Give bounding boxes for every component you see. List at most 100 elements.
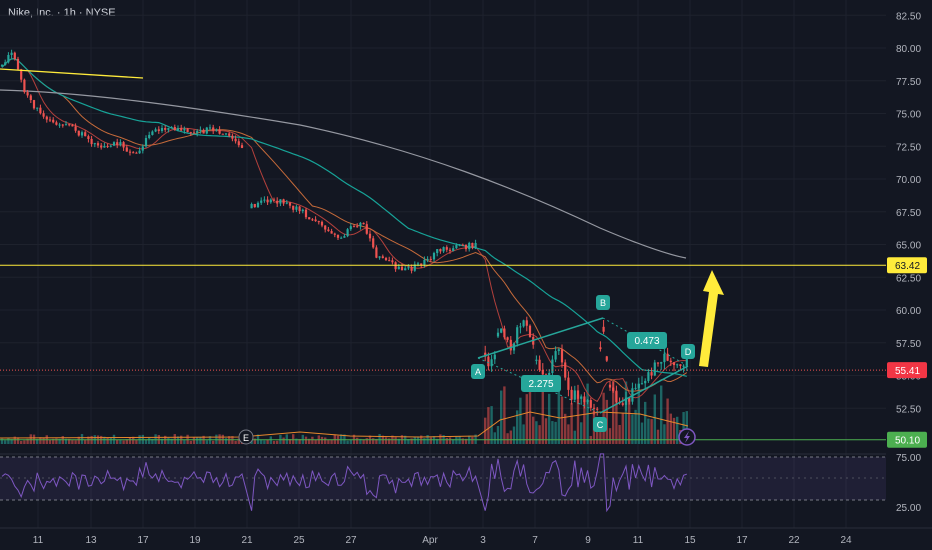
candle-body	[10, 52, 13, 55]
candle-body	[64, 124, 68, 126]
candle-body	[0, 65, 4, 67]
candle-body	[592, 407, 596, 409]
ma-longest	[0, 89, 687, 259]
volume-bar	[445, 438, 448, 444]
candle-body	[26, 92, 29, 96]
candle-body	[55, 122, 58, 125]
candle-body	[672, 362, 676, 366]
volume-bar	[362, 439, 365, 444]
volume-bar	[548, 393, 551, 444]
volume-bar	[199, 437, 202, 444]
candle-body	[541, 369, 544, 375]
volume-bar	[528, 383, 532, 444]
candle-body	[71, 125, 74, 127]
volume-bar	[631, 414, 634, 444]
volume-bar	[596, 428, 599, 444]
volume-bar	[196, 437, 199, 444]
volume-bar	[39, 437, 42, 444]
level-price-tag: 63.42	[895, 261, 920, 272]
volume-bar	[282, 437, 285, 444]
candle-body	[295, 206, 298, 210]
candle-body	[391, 260, 394, 263]
volume-bar	[4, 440, 7, 444]
candle-body	[189, 132, 192, 134]
volume-bar	[29, 434, 32, 444]
candle-body	[205, 127, 208, 134]
time-tick-label: 11	[633, 535, 644, 546]
candle-body	[20, 69, 23, 80]
current-price-tag-bg	[887, 362, 927, 379]
volume-bar	[461, 438, 464, 444]
volume-bar	[644, 401, 647, 444]
candle-body	[148, 134, 151, 139]
candle-body	[218, 129, 221, 134]
volume-bar	[413, 437, 416, 444]
candle-body	[429, 258, 432, 260]
candle-body	[141, 146, 144, 151]
volume-bar	[64, 438, 68, 444]
candle-body	[522, 320, 525, 327]
rsi-tick-label: 25.00	[896, 503, 921, 514]
volume-bar	[189, 440, 192, 444]
candle-body	[7, 54, 10, 63]
volume-bar	[58, 438, 61, 444]
candle-body	[266, 199, 269, 203]
candle-body	[682, 365, 685, 367]
volume-bar	[656, 429, 660, 444]
volume-bar	[429, 437, 432, 444]
volume-bar	[122, 440, 125, 444]
volume-bar	[672, 417, 676, 444]
volume-bar	[388, 438, 391, 444]
volume-bar	[525, 394, 528, 444]
volume-bar	[551, 421, 554, 444]
candle-body	[336, 234, 340, 238]
candle-body	[634, 387, 637, 389]
candle-body	[362, 222, 365, 225]
price-tick-label: 67.50	[896, 208, 921, 219]
volume-bar	[356, 437, 359, 444]
ratio-badge	[521, 375, 561, 392]
candle-body	[439, 249, 442, 252]
volume-bar	[397, 438, 400, 444]
volume-bar	[311, 436, 314, 444]
candle-body	[36, 107, 39, 109]
volume-bar	[13, 436, 16, 444]
ratio-badge	[627, 332, 667, 349]
candle-body	[132, 152, 135, 154]
time-tick-label: 24	[840, 535, 852, 546]
candle-body	[186, 128, 189, 133]
volume-bar	[685, 411, 688, 444]
candle-body	[192, 132, 196, 134]
candle-body	[68, 124, 71, 126]
candle-body	[388, 260, 391, 262]
volume-bar	[218, 434, 221, 444]
candle-body	[330, 231, 333, 234]
candle-body	[656, 362, 660, 364]
volume-bar	[653, 394, 656, 444]
time-tick-label: 22	[788, 535, 800, 546]
price-tick-label: 65.00	[896, 241, 921, 252]
pattern-point-label: C	[597, 420, 604, 430]
volume-bar	[160, 438, 164, 444]
candle-body	[436, 249, 439, 254]
volume-bar	[109, 438, 112, 444]
candle-body	[365, 224, 368, 234]
volume-bar	[560, 396, 564, 444]
candle-body	[317, 221, 320, 223]
volume-bar	[276, 440, 279, 444]
volume-bar	[349, 439, 352, 444]
rsi-line	[1, 453, 687, 513]
candle-body	[269, 199, 272, 203]
ratio-label: 2.275	[528, 379, 553, 390]
volume-bar	[77, 436, 80, 444]
volume-bar	[372, 438, 375, 444]
candle-body	[605, 356, 608, 361]
candle-body	[183, 128, 186, 131]
candle-body	[311, 219, 314, 221]
volume-bar	[407, 439, 410, 444]
pattern-point-label: D	[685, 347, 692, 357]
candle-body	[407, 267, 410, 269]
candle-body	[96, 143, 100, 146]
time-tick-label: 27	[345, 535, 357, 546]
